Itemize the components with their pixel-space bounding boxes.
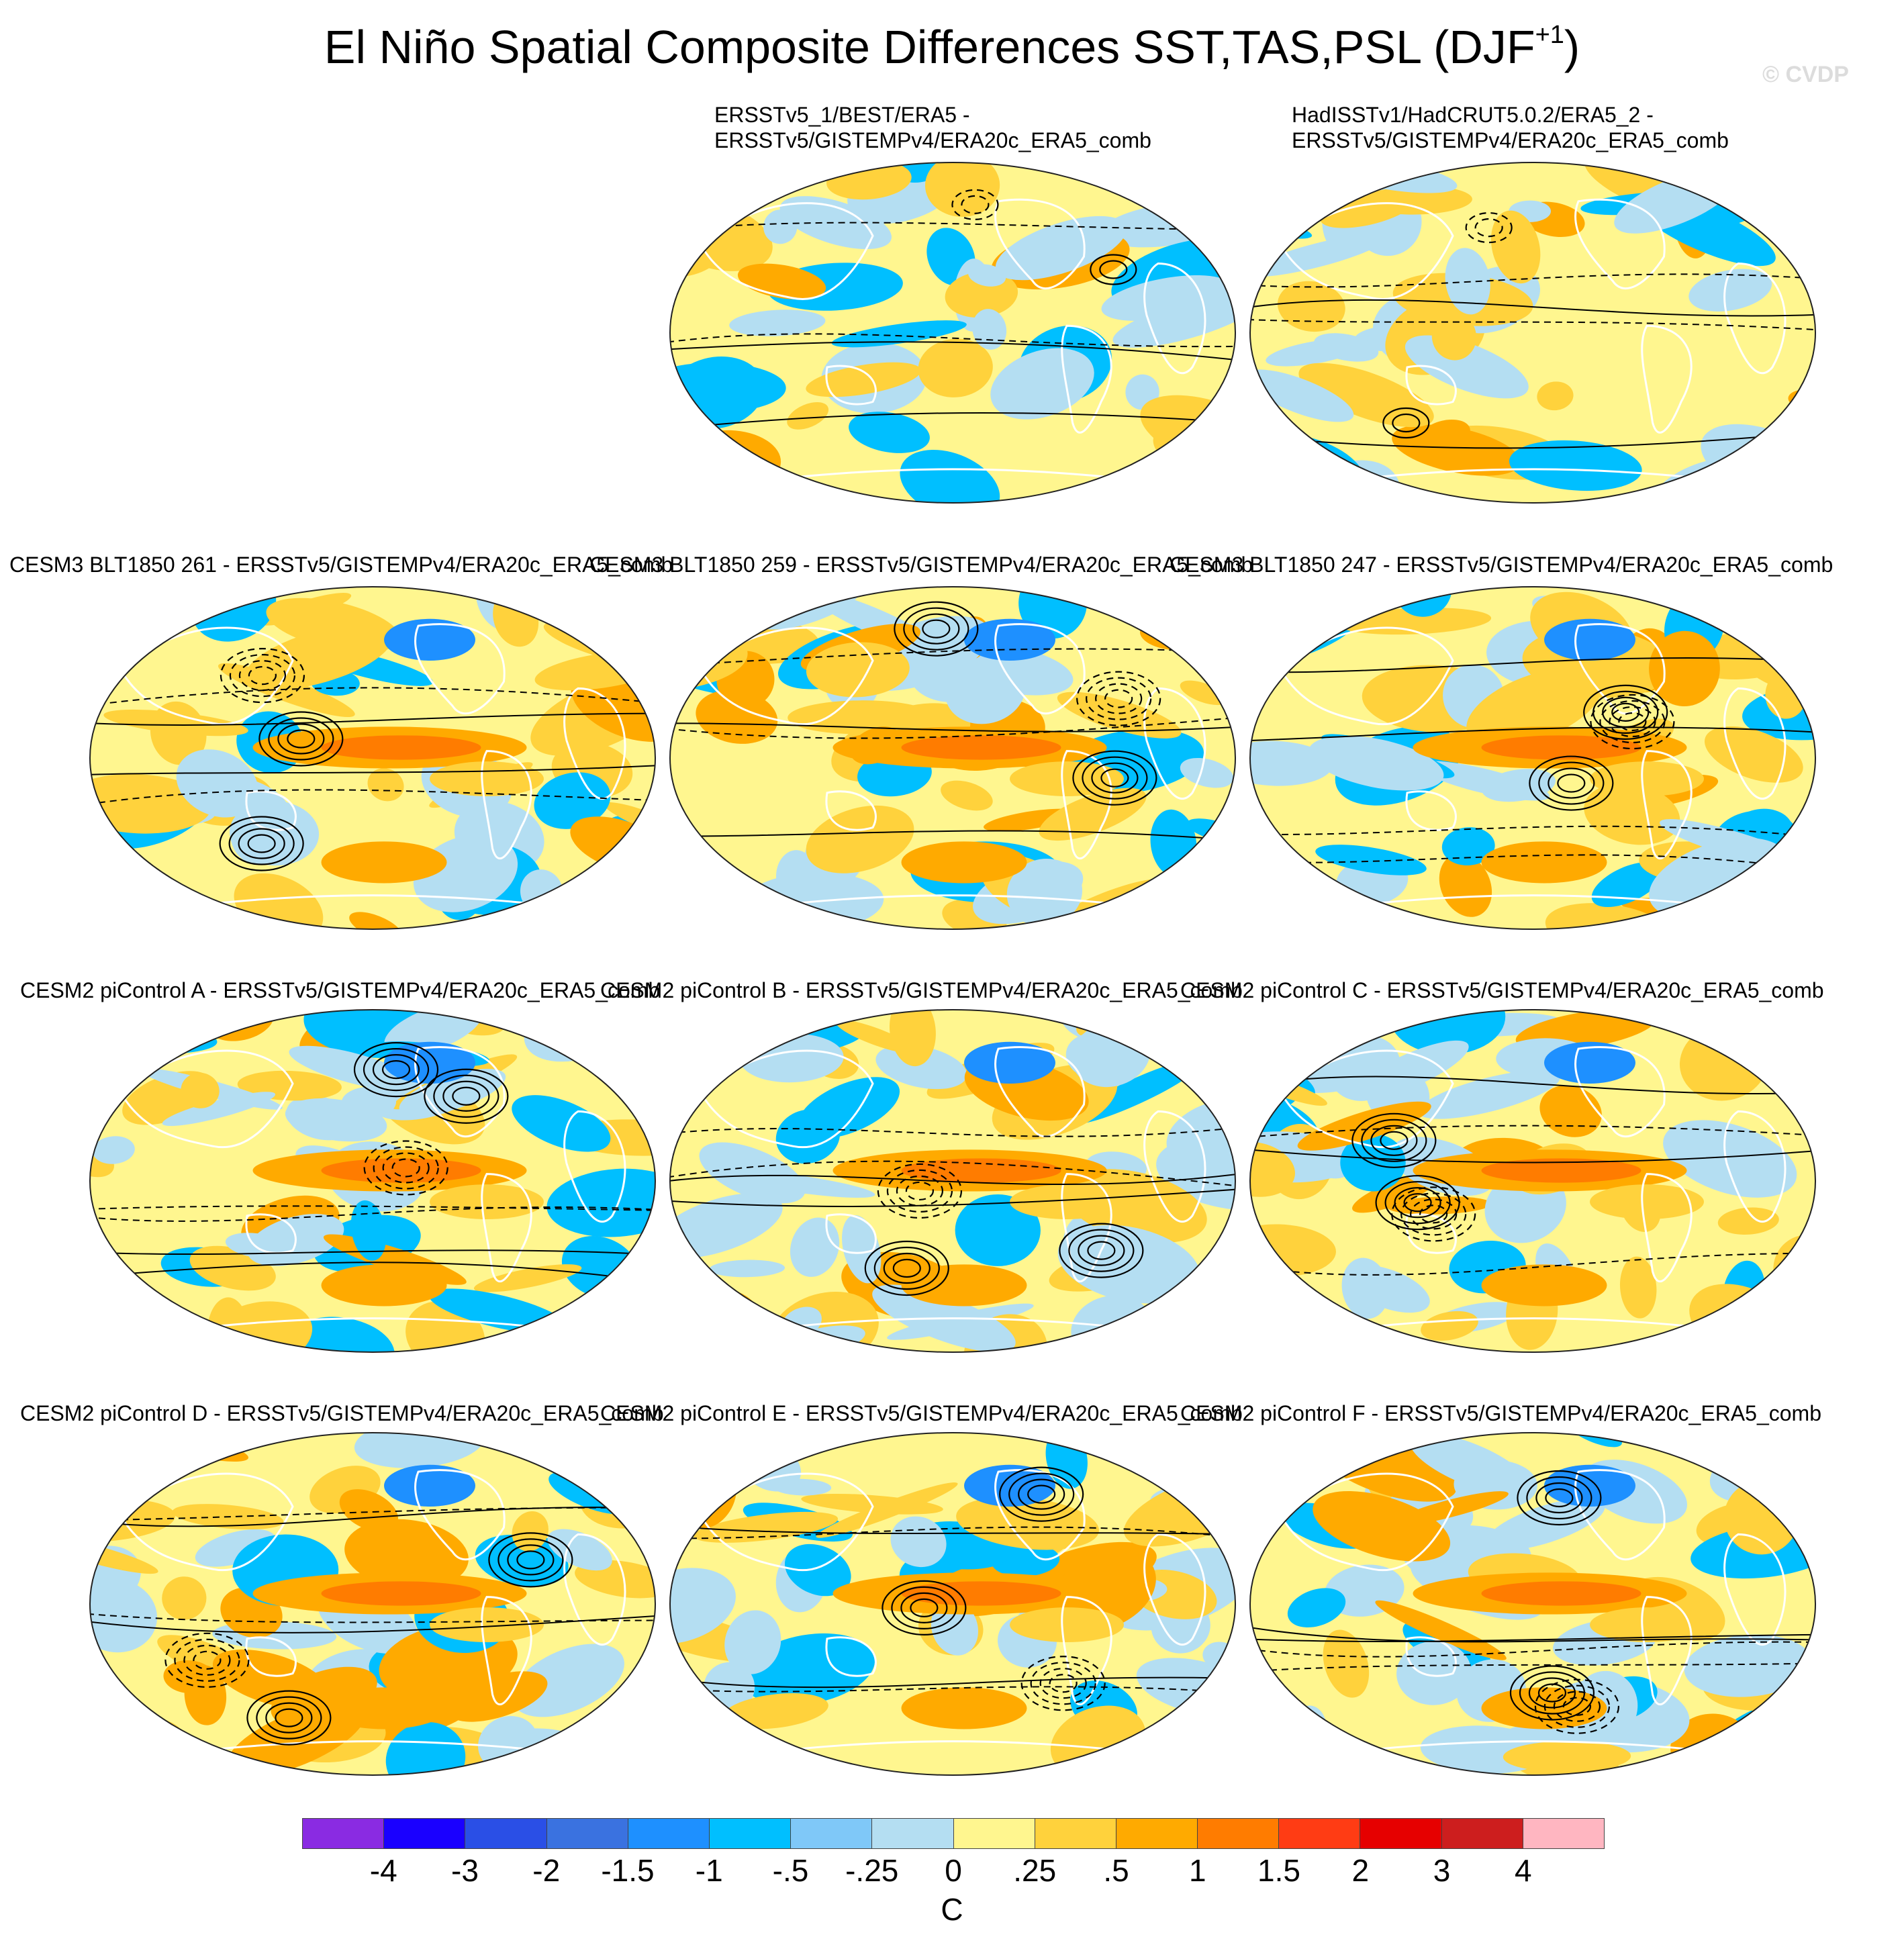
- map-globe: [89, 1009, 656, 1353]
- map-globe: [1249, 586, 1816, 930]
- colorbar-swatch: [709, 1819, 792, 1848]
- colorbar-swatch: [953, 1819, 1035, 1848]
- panel-title-cesm3-259: CESM3 BLT1850 259 - ERSSTv5/GISTEMPv4/ER…: [589, 553, 1253, 577]
- map-globe: [1249, 1009, 1816, 1353]
- anomaly-field: [1250, 162, 1815, 503]
- map-globe: [89, 1432, 656, 1776]
- map-globe: [669, 162, 1236, 504]
- map-panel-cesm2-b: [667, 1007, 1238, 1355]
- map-globe: [1249, 1432, 1816, 1776]
- colorbar-swatch: [1441, 1819, 1523, 1848]
- colorbar-swatch: [1279, 1819, 1361, 1848]
- colorbar-tick-label: 1: [1188, 1853, 1206, 1888]
- colorbar: [302, 1818, 1605, 1849]
- map-panel-cesm2-c: [1247, 1007, 1818, 1355]
- colorbar-tick-label: -.5: [772, 1853, 809, 1888]
- map-globe: [669, 1432, 1236, 1776]
- figure-title-close: ): [1564, 21, 1580, 73]
- map-panel-cesm3-247: [1247, 584, 1818, 932]
- map-panel-cesm2-a: [87, 1007, 658, 1355]
- panel-title-cesm3-247: CESM3 BLT1850 247 - ERSSTv5/GISTEMPv4/ER…: [1170, 553, 1834, 577]
- colorbar-unit-label: C: [941, 1892, 963, 1927]
- anomaly-field: [670, 1010, 1235, 1352]
- map-panel-obs-2: [1247, 160, 1818, 506]
- colorbar-swatch: [1198, 1819, 1280, 1848]
- map-panel-obs-1: [667, 160, 1238, 506]
- colorbar-swatch: [546, 1819, 628, 1848]
- anomaly-field: [90, 1010, 655, 1352]
- colorbar-tick-label: 0: [945, 1853, 962, 1888]
- panel-title-obs-2: HadISSTv1/HadCRUT5.0.2/ERA5_2 - ERSSTv5/…: [1292, 103, 1729, 152]
- colorbar-tick-label: -1: [695, 1853, 723, 1888]
- panel-title-cesm2-a: CESM2 piControl A - ERSSTv5/GISTEMPv4/ER…: [20, 978, 661, 1002]
- map-panel-cesm3-259: [667, 584, 1238, 932]
- map-globe: [669, 1009, 1236, 1353]
- colorbar-tick-label: 3: [1433, 1853, 1451, 1888]
- colorbar-swatch: [628, 1819, 710, 1848]
- anomaly-field: [670, 162, 1235, 503]
- panel-title-obs-1: ERSSTv5_1/BEST/ERA5 - ERSSTv5/GISTEMPv4/…: [714, 103, 1151, 152]
- anomaly-field: [1250, 1433, 1815, 1775]
- map-panel-cesm2-d: [87, 1430, 658, 1778]
- anomaly-field: [1250, 1010, 1815, 1352]
- colorbar-tick-label: 4: [1514, 1853, 1532, 1888]
- colorbar-tick-labels: -4 -3 -2 -1.5 -1 -.5 -.25 0 .25 .5 1 1.5 2 3 4: [302, 1850, 1605, 1891]
- panel-title-cesm2-f: CESM2 piControl F - ERSSTv5/GISTEMPv4/ER…: [1180, 1401, 1821, 1425]
- colorbar-swatch: [872, 1819, 954, 1848]
- colorbar-swatch: [1035, 1819, 1116, 1848]
- colorbar-swatch: [384, 1819, 466, 1848]
- map-globe: [89, 586, 656, 930]
- colorbar-swatch: [1360, 1819, 1442, 1848]
- panel-title-cesm2-d: CESM2 piControl D - ERSSTv5/GISTEMPv4/ER…: [20, 1401, 664, 1425]
- colorbar-swatch: [1116, 1819, 1198, 1848]
- anomaly-field: [670, 1433, 1235, 1775]
- figure-title: El Niño Spatial Composite Differences SS…: [0, 19, 1904, 75]
- map-globe: [1249, 162, 1816, 504]
- colorbar-tick-label: 1.5: [1257, 1853, 1300, 1888]
- colorbar-swatch: [303, 1819, 385, 1848]
- colorbar-tick-label: -3: [451, 1853, 479, 1888]
- colorbar-tick-label: -2: [532, 1853, 561, 1888]
- panel-title-cesm2-b: CESM2 piControl B - ERSSTv5/GISTEMPv4/ER…: [600, 978, 1243, 1002]
- figure-title-text: El Niño Spatial Composite Differences SS…: [324, 21, 1535, 73]
- colorbar-tick-label: -1.5: [601, 1853, 655, 1888]
- panel-title-cesm2-e: CESM2 piControl E - ERSSTv5/GISTEMPv4/ER…: [600, 1401, 1243, 1425]
- panel-title-cesm3-261: CESM3 BLT1850 261 - ERSSTv5/GISTEMPv4/ER…: [9, 553, 673, 577]
- map-panel-cesm3-261: [87, 584, 658, 932]
- cvdp-watermark: © CVDP: [1762, 62, 1849, 87]
- colorbar-tick-label: -4: [369, 1853, 397, 1888]
- colorbar-tick-label: .5: [1103, 1853, 1129, 1888]
- anomaly-field: [90, 1433, 655, 1775]
- colorbar-tick-label: 2: [1351, 1853, 1370, 1888]
- map-globe: [669, 586, 1236, 930]
- colorbar-tick-label: .25: [1013, 1853, 1057, 1888]
- colorbar-swatch: [791, 1819, 873, 1848]
- anomaly-field: [1250, 587, 1815, 929]
- colorbar-swatch: [465, 1819, 547, 1848]
- colorbar-swatch: [1523, 1819, 1604, 1848]
- map-panel-cesm2-e: [667, 1430, 1238, 1778]
- figure-title-superscript: +1: [1535, 21, 1564, 49]
- colorbar-tick-label: -.25: [845, 1853, 899, 1888]
- panel-title-cesm2-c: CESM2 piControl C - ERSSTv5/GISTEMPv4/ER…: [1180, 978, 1824, 1002]
- anomaly-field: [90, 587, 655, 929]
- anomaly-field: [670, 587, 1235, 929]
- map-panel-cesm2-f: [1247, 1430, 1818, 1778]
